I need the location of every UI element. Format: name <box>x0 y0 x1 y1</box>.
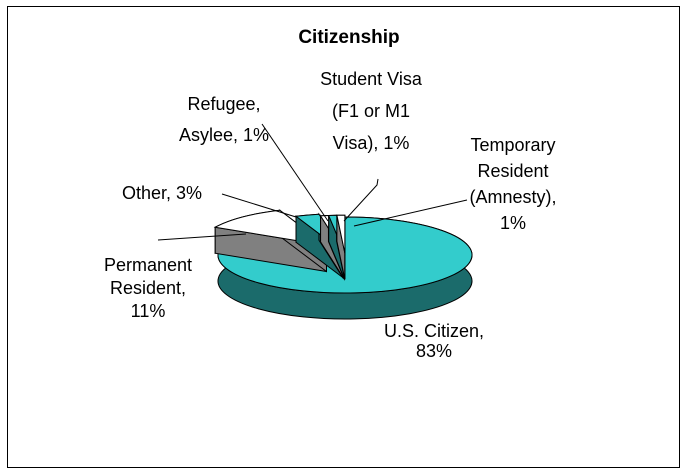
data-label-student-visa-f1-or-m1-visa: Student Visa (F1 or M1 Visa), 1% <box>320 69 423 153</box>
data-label-other: Other, 3% <box>122 183 202 203</box>
pie-chart: Citizenship U.S. Citizen, 83% Permanent Res… <box>8 7 681 469</box>
chart-frame: Citizenship U.S. Citizen, 83% Permanent Res… <box>7 6 680 468</box>
data-label-refugee-asylee: Refugee, Asylee, 1% <box>179 94 269 145</box>
data-label-temporary-resident-amnesty: Temporary Resident (Amnesty), 1% <box>469 135 556 233</box>
data-label-u-s-citizen: U.S. Citizen, 83% <box>384 321 484 361</box>
leader-line-4 <box>344 179 378 221</box>
chart-title: Citizenship <box>298 27 399 48</box>
pie-slices <box>215 210 472 319</box>
data-label-permanent-resident: Permanent Resident, 11% <box>104 255 192 321</box>
leader-line-3 <box>262 124 328 221</box>
